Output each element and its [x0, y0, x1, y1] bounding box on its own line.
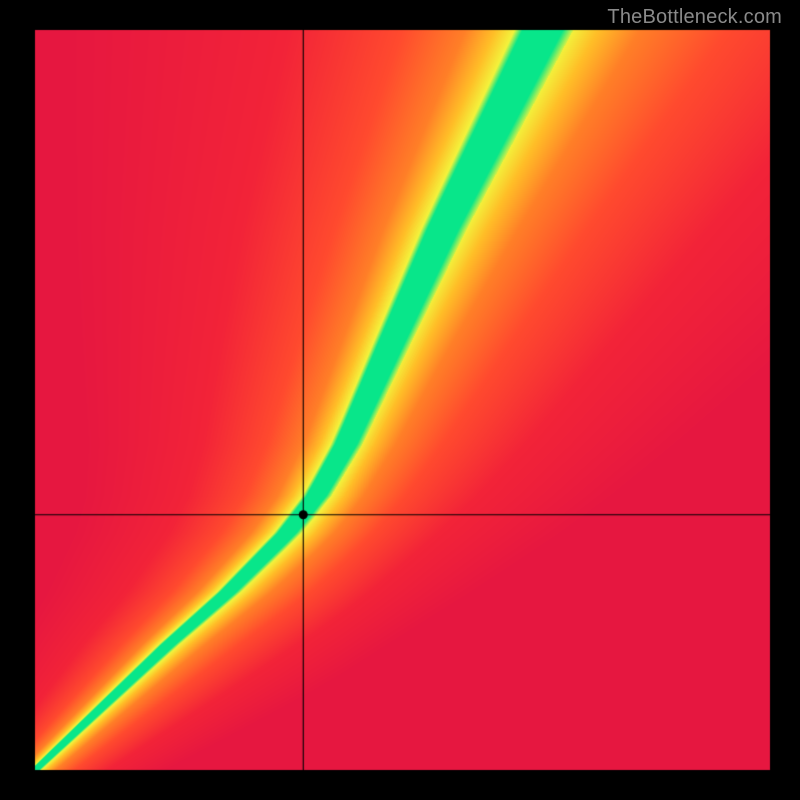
chart-container: TheBottleneck.com: [0, 0, 800, 800]
bottleneck-heatmap: [0, 0, 800, 800]
watermark-text: TheBottleneck.com: [607, 6, 782, 29]
